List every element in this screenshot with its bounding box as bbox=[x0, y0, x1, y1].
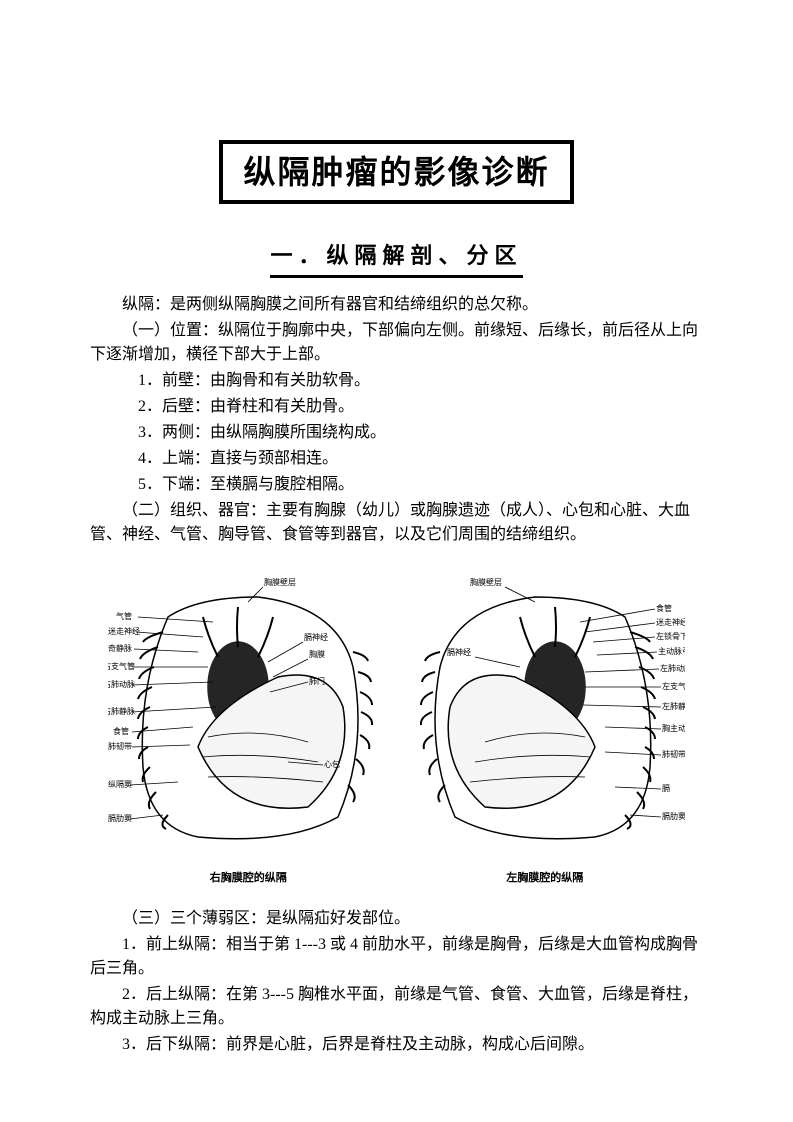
label-text: 肺门 bbox=[309, 676, 325, 686]
label-text: 胸主动脉 bbox=[662, 723, 685, 733]
label-text: 迷走神经 bbox=[656, 617, 685, 627]
label-text: 心包 bbox=[324, 759, 340, 769]
part2-text: （二）组织、器官：主要有胸腺（幼儿）或胸腺遗迹（成人）、心包和心脏、大血管、神经… bbox=[90, 499, 703, 547]
label-text: 膈 bbox=[662, 784, 670, 793]
list-item: 2．后壁：由脊柱和有关肋骨。 bbox=[90, 395, 703, 419]
part3-text: （三）三个薄弱区：是纵隔疝好发部位。 bbox=[90, 907, 703, 931]
label-text: 食管 bbox=[656, 603, 672, 613]
intro-text: 纵隔：是两侧纵隔胸膜之间所有器官和结缔组织的总欠称。 bbox=[90, 293, 703, 317]
list-item: 2．后上纵隔：在第 3---5 胸椎水平面，前缘是气管、食管、大血管，后缘是脊柱… bbox=[90, 983, 703, 1031]
section-title-container: 一．纵隔解剖、分区 bbox=[90, 239, 703, 278]
label-text: 膈神经 bbox=[304, 632, 328, 642]
right-caption: 左胸膜腔的纵隔 bbox=[405, 870, 685, 887]
label-text: 迷走神经 bbox=[108, 626, 140, 636]
label-text: 肺韧带 bbox=[108, 741, 132, 751]
part1-text: （一）位置：纵隔位于胸廓中央，下部偏向左侧。前缘短、后缘长，前后径从上向下逐渐增… bbox=[90, 319, 703, 367]
main-title: 纵隔肿瘤的影像诊断 bbox=[219, 140, 573, 204]
list-item: 3．两侧：由纵隔胸膜所围绕构成。 bbox=[90, 421, 703, 445]
label-text: 食管 bbox=[113, 726, 129, 736]
section-title: 一．纵隔解剖、分区 bbox=[270, 239, 522, 278]
label-text: 胸膜 bbox=[309, 649, 325, 659]
label-text: 肺韧带 bbox=[662, 749, 685, 759]
main-title-container: 纵隔肿瘤的影像诊断 bbox=[90, 140, 703, 204]
label-text: 右肺静脉 bbox=[108, 706, 135, 716]
list-item: 1．前上纵隔：相当于第 1---3 或 4 前肋水平，前缘是胸骨，后缘是大血管构… bbox=[90, 933, 703, 981]
list-item: 1．前壁：由胸骨和有关肋软骨。 bbox=[90, 369, 703, 393]
label-text: 主动脉弓 bbox=[658, 646, 685, 656]
label-text: 隔纵隔窦 bbox=[108, 779, 132, 789]
label-text: 左肺静脉 bbox=[662, 701, 685, 711]
left-caption: 右胸膜腔的纵隔 bbox=[108, 870, 388, 887]
label-text: 右肺动脉 bbox=[108, 679, 135, 689]
label-text: 左锁骨下动脉 bbox=[656, 631, 685, 641]
list-item: 3．后下纵隔：前界是心脏，后界是脊柱及主动脉，构成心后间隙。 bbox=[90, 1033, 703, 1057]
label-text: 胸膜壁层 bbox=[470, 577, 502, 587]
anatomy-illustration-right: 胸膜壁层 气管 迷走神经 奇静脉 右支气管 右肺动脉 右肺静脉 食管 肺韧带 隔… bbox=[108, 567, 388, 857]
label-text: 膈肋窦 bbox=[108, 813, 132, 823]
label-text: 右支气管 bbox=[108, 661, 135, 671]
diagram-container: 胸膜壁层 气管 迷走神经 奇静脉 右支气管 右肺动脉 右肺静脉 食管 肺韧带 隔… bbox=[90, 567, 703, 887]
label-text: 膈神经 bbox=[447, 647, 471, 657]
left-diagram: 胸膜壁层 气管 迷走神经 奇静脉 右支气管 右肺动脉 右肺静脉 食管 肺韧带 隔… bbox=[108, 567, 388, 887]
label-text: 奇静脉 bbox=[108, 643, 132, 653]
anatomy-illustration-left: 胸膜壁层 膈神经 食管 迷走神经 左锁骨下动脉 主动脉弓 左肺动脉 左支气管 左… bbox=[405, 567, 685, 857]
label-text: 左肺动脉 bbox=[660, 663, 685, 673]
label-text: 气管 bbox=[116, 611, 132, 621]
list-item: 5．下端：至横膈与腹腔相隔。 bbox=[90, 473, 703, 497]
right-diagram: 胸膜壁层 膈神经 食管 迷走神经 左锁骨下动脉 主动脉弓 左肺动脉 左支气管 左… bbox=[405, 567, 685, 887]
label-text: 左支气管 bbox=[662, 681, 685, 691]
label-text: 胸膜壁层 bbox=[264, 577, 296, 587]
label-text: 膈肋窦 bbox=[662, 811, 685, 821]
list-item: 4．上端：直接与颈部相连。 bbox=[90, 447, 703, 471]
